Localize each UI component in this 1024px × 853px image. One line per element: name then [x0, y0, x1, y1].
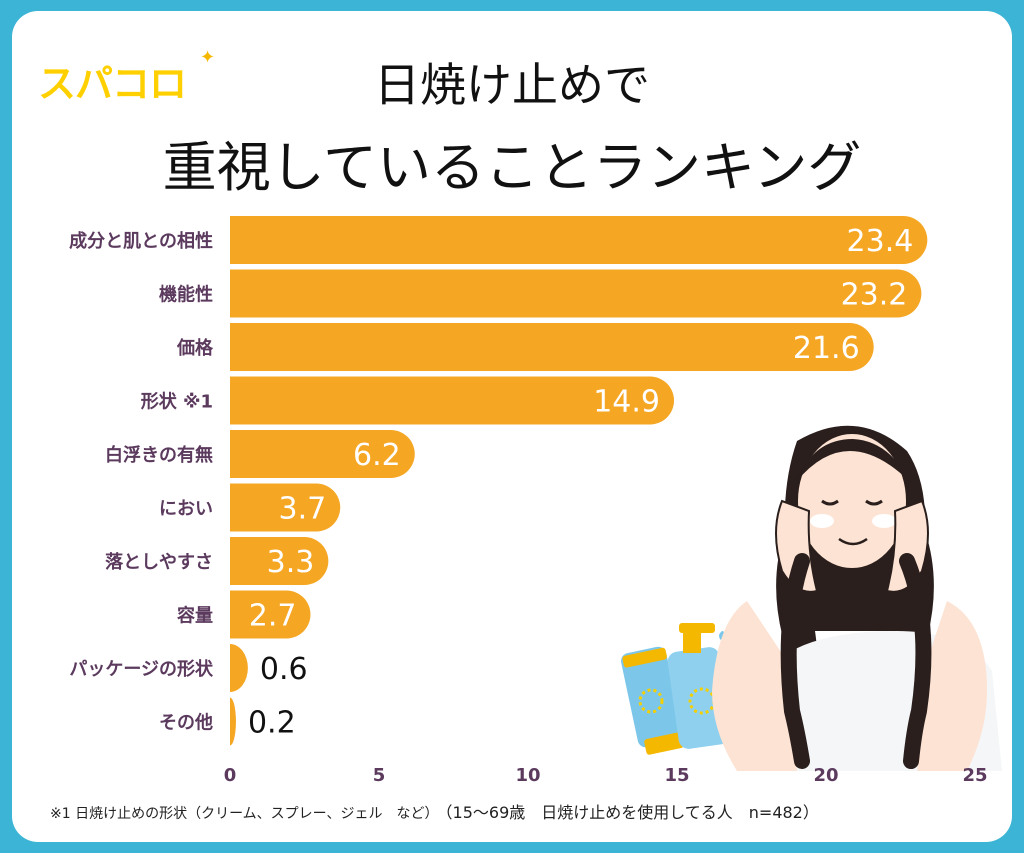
bar: [230, 697, 236, 746]
bar: [230, 376, 675, 425]
bar-chart: 成分と肌との相性 23.4 機能性 23.2 価格 21.6 形状 ※1 14.9 白浮きの有無…: [69, 216, 988, 786]
value-label: 23.2: [841, 278, 908, 313]
svg-text:✦: ✦: [907, 472, 917, 486]
value-label: 23.4: [847, 224, 914, 259]
chart-footnote: ※1 日焼け止めの形状（クリーム、スプレー、ジェル など） （15〜69歳 日焼け…: [50, 799, 819, 823]
bar: [230, 430, 415, 478]
category-label: 成分と肌との相性: [69, 230, 213, 252]
x-tick-label: 10: [515, 765, 540, 786]
x-tick-label: 0: [224, 765, 237, 786]
value-label: 3.3: [267, 545, 315, 580]
sparkle-icon: ✦: [200, 47, 216, 68]
category-label: におい: [159, 499, 213, 520]
x-tick-label: 15: [664, 765, 689, 786]
value-label: 0.6: [260, 652, 308, 687]
category-label: 白浮きの有無: [105, 444, 213, 466]
footnote-shape-note: ※1 日焼け止めの形状（クリーム、スプレー、ジェル など）: [50, 806, 439, 822]
value-label: 0.2: [248, 706, 296, 741]
value-label: 2.7: [249, 599, 297, 634]
chart-card: スパコロ ✦ 日焼け止めで 重視していることランキング: [12, 11, 1012, 842]
footnote-sample-note: （15〜69歳 日焼け止めを使用してる人 n=482）: [444, 803, 819, 822]
x-tick-label: 5: [373, 765, 386, 786]
bar: [230, 644, 248, 692]
bar: [230, 537, 329, 585]
woman-with-sunscreen-illustration: ✦ ✦: [621, 425, 1002, 771]
category-label: 価格: [176, 337, 214, 359]
category-label: パッケージの形状: [69, 658, 214, 680]
brand-logo: スパコロ: [38, 62, 187, 106]
bar: [230, 323, 874, 371]
svg-text:✦: ✦: [789, 469, 801, 485]
bar: [230, 216, 928, 264]
x-tick-label: 25: [962, 765, 987, 786]
category-label: 機能性: [159, 284, 213, 306]
sunscreen-tube-icon: [621, 646, 684, 755]
chart-title-line1: 日焼け止めで: [374, 58, 650, 112]
bar: [230, 483, 341, 532]
category-label: 落としやすさ: [105, 552, 213, 573]
chart-title-line2: 重視していることランキング: [162, 136, 862, 199]
category-label: その他: [159, 712, 213, 734]
value-label: 21.6: [793, 331, 860, 366]
value-label: 6.2: [353, 438, 401, 473]
category-label: 形状 ※1: [141, 391, 213, 413]
value-label: 3.7: [279, 492, 327, 527]
bar: [230, 269, 922, 318]
category-label: 容量: [177, 605, 213, 627]
value-label: 14.9: [593, 385, 660, 420]
bar: [230, 590, 311, 639]
x-tick-label: 20: [813, 765, 838, 786]
